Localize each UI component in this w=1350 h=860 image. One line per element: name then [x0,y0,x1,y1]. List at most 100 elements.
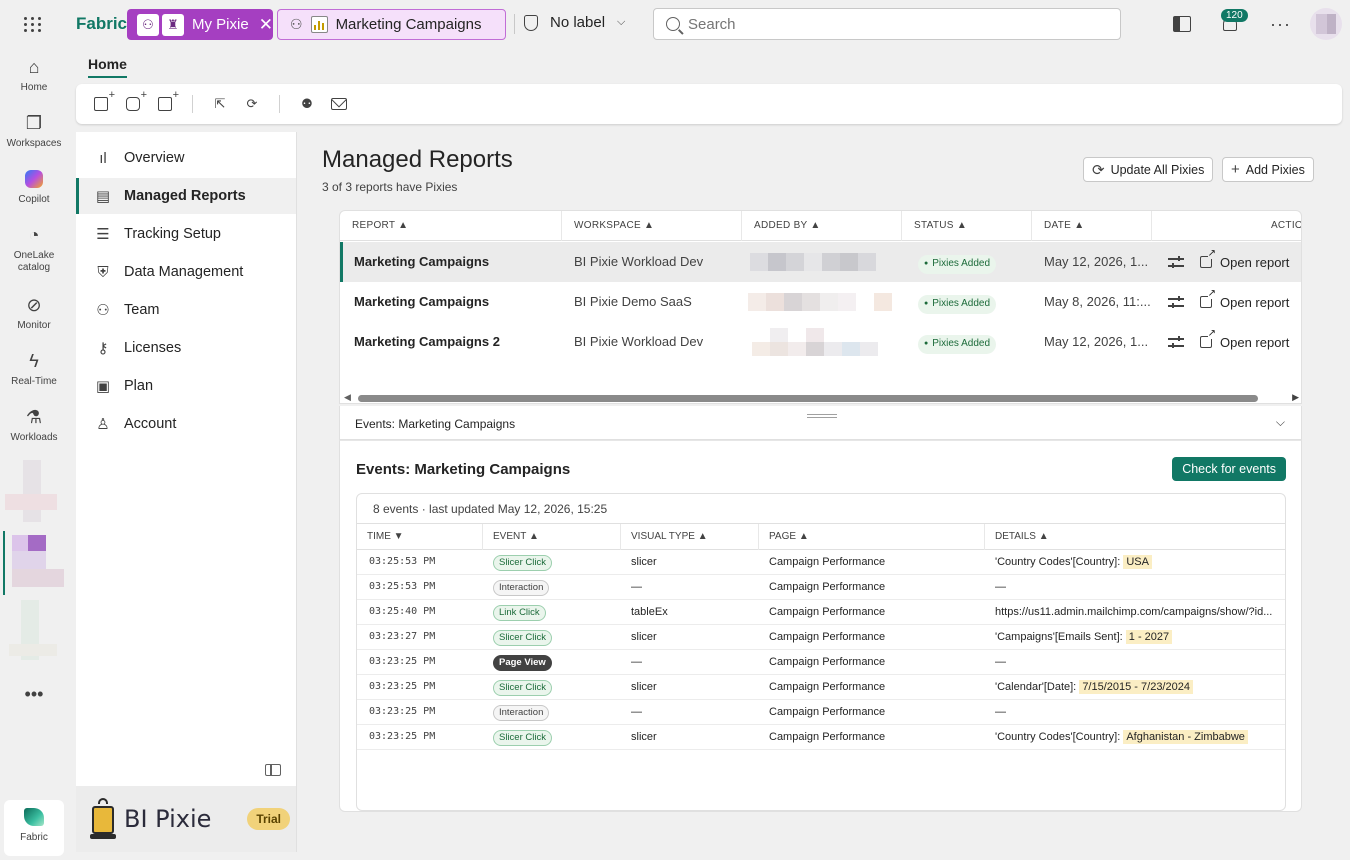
fabric-logo-icon [24,808,44,826]
event-details: https://us11.admin.mailchimp.com/campaig… [985,600,1285,624]
table-row[interactable]: 03:23:25 PM Interaction — Campaign Performa… [357,700,1285,725]
rail-item-workloads[interactable]: ⚗ Workloads [0,406,68,444]
collapse-panel-icon[interactable] [265,764,281,776]
event-type-badge: Interaction [493,705,550,721]
table-row[interactable]: 03:23:25 PM Slicer Click slicer Campaign Pe… [357,675,1285,700]
new-item-icon[interactable] [92,89,115,113]
panel-toggle-icon[interactable] [1172,14,1192,34]
scroll-right-icon[interactable]: ▶ [1292,392,1299,402]
avatar[interactable] [1310,8,1342,40]
column-header-page[interactable]: PAGE ▲ [759,524,985,550]
event-type-badge: Slicer Click [493,730,552,746]
open-report-link[interactable]: Open report [1200,242,1289,282]
resize-handle[interactable] [807,414,837,418]
close-icon[interactable]: ✕ [258,14,273,34]
event-type-cell: Slicer Click [483,725,621,749]
settings-sliders-icon[interactable] [1168,242,1184,282]
active-indicator [3,531,5,595]
settings-sliders-icon[interactable] [1168,282,1184,322]
added-by-redacted [752,328,878,356]
rail-item-recent-workspace[interactable] [5,460,63,522]
column-header-event[interactable]: EVENT ▲ [483,524,621,550]
table-row[interactable]: Marketing Campaigns 2 BI Pixie Workload … [340,322,1301,362]
rail-item-onelake-catalog[interactable]: ◔ OneLake catalog [0,224,68,274]
table-row[interactable]: 03:23:25 PM Slicer Click slicer Campaign Pe… [357,725,1285,750]
rail-item-copilot[interactable]: Copilot [0,168,68,205]
nav-item-team[interactable]: ⚇ Team [76,292,296,328]
nav-item-label: Plan [124,378,154,394]
update-all-pixies-button[interactable]: ⟳ Update All Pixies [1083,157,1214,182]
rail-item-monitor[interactable]: ⊘ Monitor [0,294,68,332]
rail-item-home[interactable]: ⌂ Home [0,56,68,94]
table-row[interactable]: 03:23:27 PM Slicer Click slicer Campaign Pe… [357,625,1285,650]
column-header-visual-type[interactable]: VISUAL TYPE ▲ [621,524,759,550]
button-label: Add Pixies [1245,162,1305,177]
column-header-date[interactable]: DATE ▲ [1032,211,1152,241]
refresh-icon[interactable]: ⟳ [246,96,258,111]
add-pixies-button[interactable]: + Add Pixies [1222,157,1314,182]
tab-my-pixie-label: My Pixie [192,16,249,33]
scrollbar-thumb[interactable] [358,395,1258,402]
rail-item-fabric[interactable]: Fabric [4,800,64,856]
open-report-link[interactable]: Open report [1200,322,1289,362]
table-row[interactable]: 03:25:40 PM Link Click tableEx Campaign Per… [357,600,1285,625]
column-header-details[interactable]: DETAILS ▲ [995,531,1049,542]
column-header-workspace[interactable]: WORKSPACE ▲ [562,211,742,241]
search-input[interactable] [688,15,1088,33]
nav-item-licenses[interactable]: ⚷ Licenses [76,330,296,366]
nav-item-account[interactable]: ♙ Account [76,406,296,442]
people-icon: ⚇ [96,302,110,319]
added-by-redacted [750,253,876,271]
monitor-icon: ⊘ [26,294,42,315]
nav-item-data-management[interactable]: ⛨ Data Management [76,254,296,290]
column-header-time[interactable]: TIME ▼ [357,524,483,550]
sensitivity-label-dropdown[interactable]: No label ⌵ [524,14,625,31]
rail-item-label: Fabric [20,832,48,843]
open-external-icon[interactable]: ⇱ [214,96,226,111]
column-header-added-by[interactable]: ADDED BY ▲ [742,211,902,241]
open-report-link[interactable]: Open report [1200,282,1289,322]
table-row[interactable]: 03:25:53 PM Interaction — Campaign Performa… [357,575,1285,600]
tab-my-pixie[interactable]: ⚇ ♜ My Pixie ✕ [127,9,273,40]
rail-item-marketing-campaigns[interactable] [5,600,63,660]
search-box[interactable] [653,8,1121,40]
brand-fabric[interactable]: Fabric [76,14,128,33]
nav-item-plan[interactable]: ▣ Plan [76,368,296,404]
event-type-cell: Slicer Click [483,550,621,574]
event-time: 03:23:25 PM [369,681,436,692]
rail-item-real-time[interactable]: ϟ Real-Time [0,350,68,388]
events-panel-header[interactable]: Events: Marketing Campaigns ⌵ [339,406,1302,440]
tab-marketing-campaigns[interactable]: ⚇ Marketing Campaigns [277,9,506,40]
table-row[interactable]: Marketing Campaigns BI Pixie Workload De… [340,242,1301,282]
rail-item-workspaces[interactable]: ❐ Workspaces [0,112,68,150]
status-badge: Pixies Added [918,255,997,274]
more-options-icon[interactable]: ··· [1270,14,1291,34]
column-header-status[interactable]: STATUS ▲ [902,211,1032,241]
key-icon: ⚷ [97,340,109,357]
new-report-icon[interactable] [124,89,147,113]
brand-name: BI Pixie [124,805,212,833]
more-icon[interactable]: ••• [24,684,44,704]
chevron-down-icon[interactable]: ⌵ [1275,415,1285,429]
nav-item-overview[interactable]: ıl Overview [76,140,296,176]
mail-icon[interactable] [330,95,348,113]
table-row[interactable]: Marketing Campaigns BI Pixie Demo SaaS P… [340,282,1301,322]
details-value-highlight: 1 - 2027 [1125,630,1173,644]
scroll-left-icon[interactable]: ◀ [344,392,351,402]
settings-sliders-icon[interactable] [1168,322,1184,362]
app-launcher-icon[interactable] [22,13,44,35]
column-header-report[interactable]: REPORT ▲ [340,211,562,241]
nav-item-managed-reports[interactable]: ▤ Managed Reports [76,178,296,214]
nav-item-tracking-setup[interactable]: ☰ Tracking Setup [76,216,296,252]
rail-item-label: OneLake catalog [13,250,55,273]
horizontal-scrollbar[interactable]: ◀ ▶ [340,391,1301,403]
rail-item-label: Monitor [17,320,51,331]
add-user-icon[interactable]: ⚉ [301,96,313,111]
table-row[interactable]: 03:25:53 PM Slicer Click slicer Campaign Pe… [357,550,1285,575]
new-dashboard-icon[interactable] [156,89,179,113]
table-header: REPORT ▲ WORKSPACE ▲ ADDED BY ▲ STATUS ▲… [340,211,1301,241]
rail-item-my-pixie[interactable] [5,533,64,587]
check-for-events-button[interactable]: Check for events [1172,457,1286,481]
tab-home[interactable]: Home [88,56,127,72]
table-row[interactable]: 03:23:25 PM Page View — Campaign Performanc… [357,650,1285,675]
